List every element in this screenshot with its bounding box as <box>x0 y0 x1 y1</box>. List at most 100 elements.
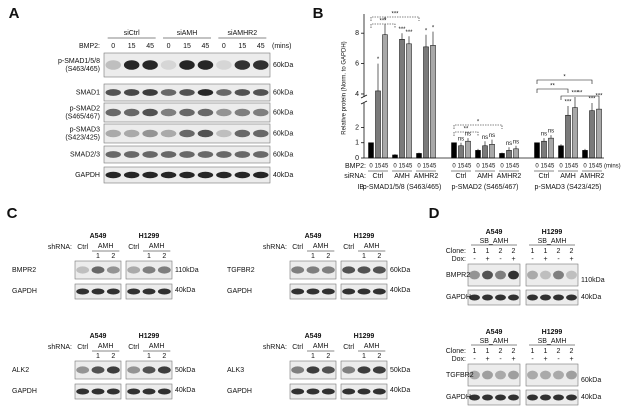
label: 0 <box>222 43 226 50</box>
blot <box>525 363 579 387</box>
bar <box>430 45 436 159</box>
blot-band <box>482 394 493 401</box>
label: 1 <box>544 248 548 255</box>
label: Ctrl <box>77 344 88 351</box>
significance-bracket <box>560 95 600 100</box>
blot-band <box>540 394 551 401</box>
blot-band <box>540 294 551 301</box>
panel-letter: A <box>9 5 20 22</box>
blot-band <box>321 288 335 295</box>
bar <box>489 144 495 159</box>
blot <box>525 389 579 406</box>
label: 1 <box>544 348 548 355</box>
label: + <box>485 356 489 363</box>
label: 40kDa <box>273 172 293 179</box>
significance: ns <box>489 133 495 139</box>
label: siAMH <box>177 30 198 37</box>
blot-band <box>566 394 577 401</box>
label: - <box>557 256 560 263</box>
blot-band <box>253 151 269 158</box>
label: (S463/465) <box>65 66 100 73</box>
significance: *** <box>588 97 596 103</box>
blot-band <box>508 294 519 301</box>
time-label: 15 <box>399 164 406 170</box>
sirna-label: Ctrl <box>373 173 384 180</box>
blot-band <box>123 151 140 158</box>
blot-band <box>76 388 90 395</box>
blot-band <box>306 266 320 274</box>
label: 0 <box>111 43 115 50</box>
blot-band <box>540 370 551 380</box>
y-tick-label: 8 <box>355 30 359 37</box>
time-label: 45 <box>489 164 496 170</box>
label: + <box>543 356 547 363</box>
blot-band <box>142 388 156 395</box>
label: - <box>557 356 560 363</box>
label: 60kDa <box>273 109 293 116</box>
blot-band <box>566 294 577 301</box>
label: AMH <box>364 243 380 250</box>
label: ALK3 <box>227 367 244 374</box>
blot-band <box>234 108 251 117</box>
label: Ctrl <box>128 244 139 251</box>
blot-band <box>160 89 177 96</box>
label: - <box>473 256 476 263</box>
time-label: 45 <box>406 164 413 170</box>
time-label: 0 <box>452 164 456 170</box>
sirna-label: AMH <box>394 173 410 180</box>
label: p-SMAD1/5/8 <box>58 58 100 65</box>
blot-band <box>482 370 493 380</box>
bar <box>399 39 405 159</box>
significance: *** <box>595 94 603 100</box>
label: AMH <box>149 343 165 350</box>
blot-band <box>234 89 251 96</box>
time-label: 45 <box>572 164 579 170</box>
bar <box>423 46 429 159</box>
blot-band <box>566 370 577 380</box>
label: 15 <box>183 43 191 50</box>
blot-band <box>469 270 480 280</box>
time-label: 0 <box>393 164 397 170</box>
time-label: 15 <box>458 164 465 170</box>
label: Ctrl <box>77 244 88 251</box>
blot-band <box>142 108 158 117</box>
blot-band <box>553 370 564 380</box>
bar <box>451 142 457 159</box>
y-tick-label: 0 <box>355 155 359 162</box>
blot-band <box>142 171 158 179</box>
panel-letter: B <box>313 5 324 22</box>
label: 1 <box>96 253 100 260</box>
label: 15 <box>238 43 246 50</box>
label: AMH <box>313 243 329 250</box>
time-label: 15 <box>589 164 596 170</box>
significance: ns <box>458 136 464 142</box>
label: H1299 <box>542 229 563 236</box>
bar <box>392 154 398 159</box>
blot-band <box>321 388 335 395</box>
label: 60kDa <box>581 377 601 384</box>
label: 2 <box>499 248 503 255</box>
blot <box>525 289 579 306</box>
blot-band <box>106 388 120 395</box>
label: BMPR2 <box>12 267 36 274</box>
significance: *** <box>379 19 387 25</box>
label: SB_AMH <box>480 338 509 345</box>
blot-band <box>127 366 141 374</box>
significance: ns <box>513 139 519 145</box>
sirna-label: AMHR2 <box>580 173 605 180</box>
label: ALK2 <box>12 367 29 374</box>
label: - <box>473 356 476 363</box>
label: 1 <box>147 353 151 360</box>
label: - <box>531 256 534 263</box>
label: TGFBR2 <box>227 267 255 274</box>
label: 60kDa <box>273 130 293 137</box>
blot-band <box>553 270 564 280</box>
blot-band <box>291 366 305 374</box>
bar <box>475 150 481 159</box>
blot-band <box>357 388 371 395</box>
blot-band <box>527 394 538 401</box>
label: 2 <box>512 348 516 355</box>
blot-band <box>469 294 480 301</box>
